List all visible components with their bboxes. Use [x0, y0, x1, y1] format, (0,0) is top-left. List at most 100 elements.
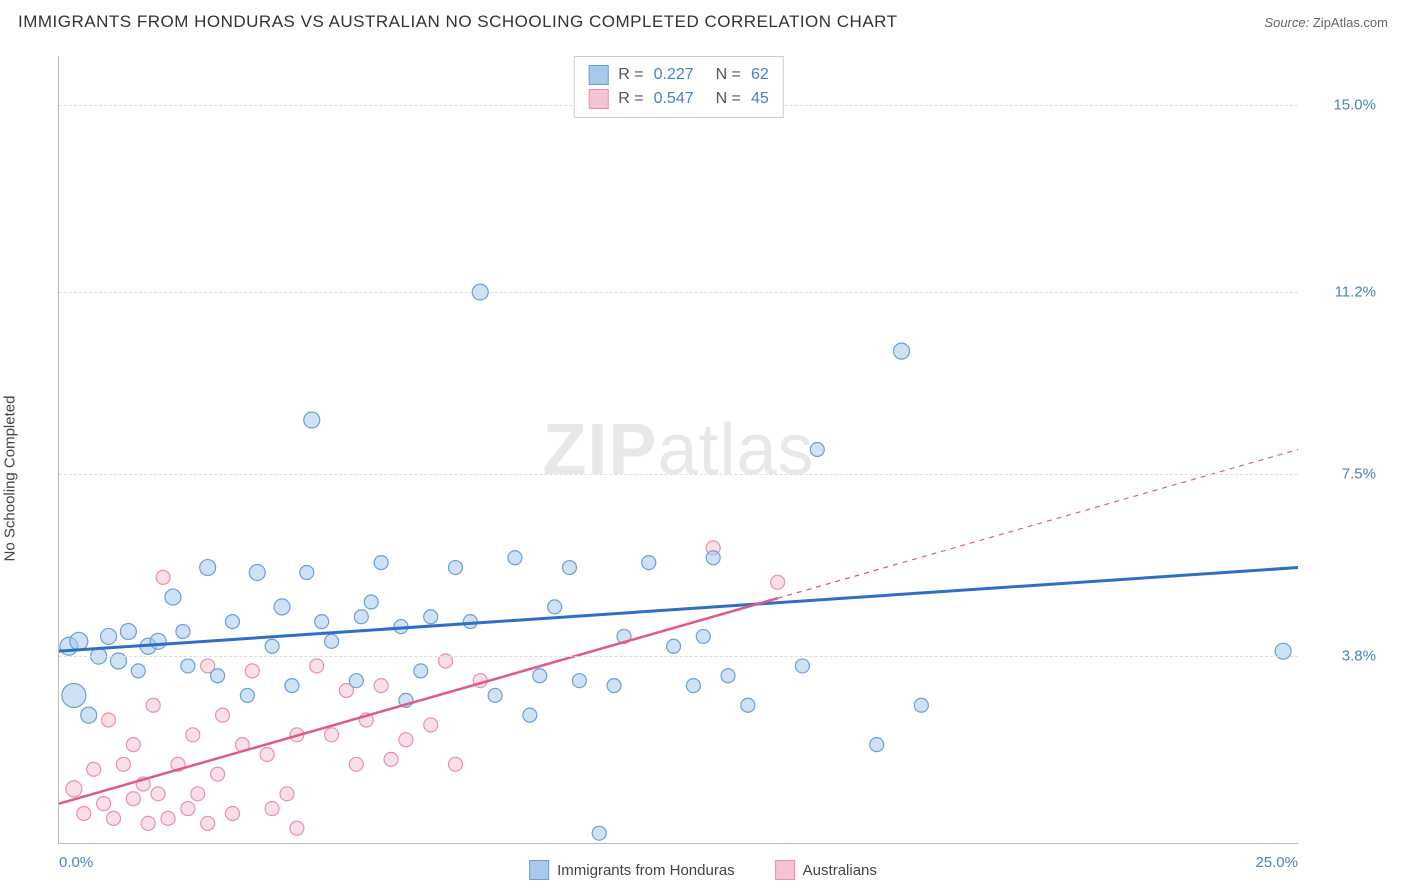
- scatter-point-honduras[interactable]: [914, 698, 928, 712]
- scatter-point-honduras[interactable]: [70, 632, 88, 650]
- scatter-point-honduras[interactable]: [325, 634, 339, 648]
- scatter-point-honduras[interactable]: [364, 595, 378, 609]
- scatter-point-honduras[interactable]: [870, 738, 884, 752]
- scatter-point-honduras[interactable]: [131, 664, 145, 678]
- scatter-point-australians[interactable]: [310, 659, 324, 673]
- scatter-point-honduras[interactable]: [667, 639, 681, 653]
- scatter-point-australians[interactable]: [126, 792, 140, 806]
- scatter-point-honduras[interactable]: [354, 610, 368, 624]
- scatter-point-australians[interactable]: [77, 806, 91, 820]
- scatter-point-australians[interactable]: [225, 806, 239, 820]
- scatter-point-honduras[interactable]: [572, 674, 586, 688]
- scatter-point-australians[interactable]: [771, 575, 785, 589]
- scatter-point-australians[interactable]: [260, 747, 274, 761]
- scatter-point-australians[interactable]: [325, 728, 339, 742]
- scatter-point-honduras[interactable]: [894, 343, 910, 359]
- scatter-point-australians[interactable]: [211, 767, 225, 781]
- gridline: [59, 292, 1298, 293]
- scatter-point-honduras[interactable]: [304, 412, 320, 428]
- scatter-point-honduras[interactable]: [300, 565, 314, 579]
- scatter-point-honduras[interactable]: [211, 669, 225, 683]
- scatter-point-honduras[interactable]: [696, 629, 710, 643]
- stat-r-value: 0.227: [654, 66, 694, 84]
- scatter-point-honduras[interactable]: [642, 556, 656, 570]
- scatter-point-australians[interactable]: [280, 787, 294, 801]
- scatter-point-honduras[interactable]: [810, 443, 824, 457]
- scatter-point-honduras[interactable]: [165, 589, 181, 605]
- y-tick-label: 3.8%: [1306, 648, 1376, 665]
- scatter-point-honduras[interactable]: [181, 659, 195, 673]
- stat-r-label: R =: [618, 66, 643, 84]
- scatter-point-honduras[interactable]: [285, 679, 299, 693]
- scatter-point-honduras[interactable]: [200, 560, 216, 576]
- chart-svg: [59, 56, 1298, 843]
- scatter-point-honduras[interactable]: [349, 674, 363, 688]
- scatter-point-australians[interactable]: [399, 733, 413, 747]
- scatter-point-honduras[interactable]: [448, 561, 462, 575]
- scatter-point-honduras[interactable]: [414, 664, 428, 678]
- stat-r-value: 0.547: [654, 90, 694, 108]
- bottom-legend-label: Australians: [803, 862, 877, 879]
- scatter-point-honduras[interactable]: [548, 600, 562, 614]
- scatter-point-australians[interactable]: [448, 757, 462, 771]
- scatter-point-australians[interactable]: [290, 821, 304, 835]
- scatter-point-australians[interactable]: [374, 679, 388, 693]
- scatter-point-australians[interactable]: [102, 713, 116, 727]
- scatter-point-australians[interactable]: [191, 787, 205, 801]
- scatter-point-honduras[interactable]: [488, 688, 502, 702]
- scatter-point-honduras[interactable]: [150, 633, 166, 649]
- scatter-point-australians[interactable]: [146, 698, 160, 712]
- scatter-point-honduras[interactable]: [249, 564, 265, 580]
- scatter-point-australians[interactable]: [201, 816, 215, 830]
- scatter-point-australians[interactable]: [156, 570, 170, 584]
- scatter-point-honduras[interactable]: [706, 551, 720, 565]
- scatter-point-honduras[interactable]: [533, 669, 547, 683]
- scatter-point-honduras[interactable]: [101, 628, 117, 644]
- scatter-point-honduras[interactable]: [424, 610, 438, 624]
- scatter-point-australians[interactable]: [151, 787, 165, 801]
- scatter-point-australians[interactable]: [141, 816, 155, 830]
- scatter-point-honduras[interactable]: [721, 669, 735, 683]
- scatter-point-australians[interactable]: [116, 757, 130, 771]
- scatter-point-australians[interactable]: [181, 802, 195, 816]
- legend-swatch: [588, 65, 608, 85]
- scatter-point-australians[interactable]: [349, 757, 363, 771]
- scatter-point-honduras[interactable]: [741, 698, 755, 712]
- scatter-point-honduras[interactable]: [508, 551, 522, 565]
- chart-container: No Schooling Completed ZIPatlas R =0.227…: [18, 48, 1388, 892]
- scatter-point-honduras[interactable]: [795, 659, 809, 673]
- scatter-point-australians[interactable]: [245, 664, 259, 678]
- scatter-point-australians[interactable]: [87, 762, 101, 776]
- x-tick-label: 25.0%: [1255, 854, 1298, 871]
- scatter-point-australians[interactable]: [161, 811, 175, 825]
- scatter-point-australians[interactable]: [126, 738, 140, 752]
- scatter-point-australians[interactable]: [107, 811, 121, 825]
- scatter-point-australians[interactable]: [265, 802, 279, 816]
- scatter-point-honduras[interactable]: [592, 826, 606, 840]
- scatter-point-honduras[interactable]: [240, 688, 254, 702]
- scatter-point-australians[interactable]: [66, 781, 82, 797]
- scatter-point-honduras[interactable]: [62, 683, 86, 707]
- scatter-point-honduras[interactable]: [562, 561, 576, 575]
- scatter-point-honduras[interactable]: [81, 707, 97, 723]
- scatter-point-honduras[interactable]: [265, 639, 279, 653]
- scatter-point-australians[interactable]: [384, 752, 398, 766]
- scatter-point-honduras[interactable]: [523, 708, 537, 722]
- stat-legend-row: R =0.227N =62: [588, 63, 769, 87]
- scatter-point-honduras[interactable]: [274, 599, 290, 615]
- scatter-point-honduras[interactable]: [315, 615, 329, 629]
- scatter-point-honduras[interactable]: [607, 679, 621, 693]
- scatter-point-honduras[interactable]: [686, 679, 700, 693]
- scatter-point-honduras[interactable]: [225, 615, 239, 629]
- x-tick-label: 0.0%: [59, 854, 93, 871]
- source-link[interactable]: ZipAtlas.com: [1313, 15, 1388, 30]
- scatter-point-honduras[interactable]: [374, 556, 388, 570]
- scatter-point-australians[interactable]: [97, 797, 111, 811]
- scatter-point-australians[interactable]: [216, 708, 230, 722]
- scatter-point-honduras[interactable]: [176, 624, 190, 638]
- stat-r-label: R =: [618, 90, 643, 108]
- gridline: [59, 656, 1298, 657]
- scatter-point-honduras[interactable]: [120, 623, 136, 639]
- scatter-point-australians[interactable]: [186, 728, 200, 742]
- scatter-point-australians[interactable]: [424, 718, 438, 732]
